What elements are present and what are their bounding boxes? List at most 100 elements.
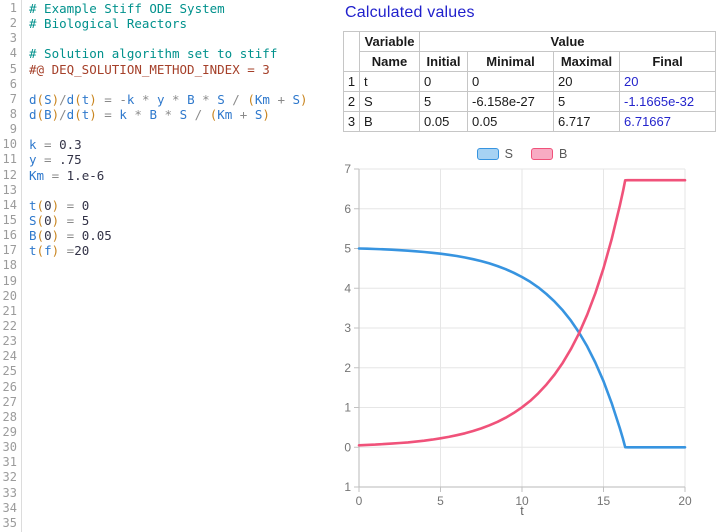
line-number: 10 (2, 137, 17, 152)
svg-text:2: 2 (344, 361, 351, 375)
code-line (29, 289, 344, 304)
line-number: 21 (2, 303, 17, 318)
code-line: k = 0.3 (29, 137, 82, 153)
svg-text:10: 10 (515, 494, 529, 508)
table-cell-ini: 5 (419, 91, 468, 112)
col-header-minimal: Minimal (467, 51, 554, 72)
line-number: 16 (2, 228, 17, 243)
line-number: 33 (2, 485, 17, 500)
table-corner-cell (343, 31, 360, 72)
table-cell-name: t (359, 71, 420, 92)
line-plot: -1 0 1 2 3 4 5 6 7 0 5 10 15 20 t (344, 162, 692, 518)
line-number: 35 (2, 515, 17, 530)
svg-text:4: 4 (344, 281, 351, 295)
line-number: 34 (2, 500, 17, 515)
table-cell-idx: 3 (343, 111, 360, 132)
table-cell-min: 0.05 (467, 111, 554, 132)
table-cell-max: 5 (553, 91, 620, 112)
table-row: 3 B 0.05 0.05 6.717 6.71667 (343, 111, 716, 132)
code-line (29, 77, 344, 92)
code-line: #@ DEQ_SOLUTION_METHOD_INDEX = 3 (29, 61, 270, 77)
svg-text:5: 5 (437, 494, 444, 508)
svg-text:-1: -1 (344, 480, 351, 494)
code-line: S(0) = 5 (29, 212, 90, 228)
series-S-swatch-icon (476, 147, 499, 160)
line-number: 30 (2, 440, 17, 455)
line-number: 29 (2, 424, 17, 439)
code-line (29, 470, 344, 485)
line-number: 5 (9, 61, 17, 76)
svg-text:7: 7 (344, 162, 351, 176)
line-number: 22 (2, 318, 17, 333)
line-number: 17 (2, 243, 17, 258)
col-header-name: Name (359, 51, 420, 72)
line-number: 31 (2, 455, 17, 470)
code-line (29, 516, 344, 531)
series-B-swatch-icon (531, 147, 553, 160)
table-row: 2 S 5 -6.158e-27 5 -1.1665e-32 (343, 91, 716, 112)
svg-text:3: 3 (344, 321, 351, 335)
code-line: t(f) =20 (29, 243, 90, 259)
code-line (29, 486, 344, 501)
code-line (29, 501, 344, 516)
col-header-maximal: Maximal (553, 51, 620, 72)
line-number: 28 (2, 409, 17, 424)
code-line (29, 410, 344, 425)
series-B-label: B (559, 146, 568, 161)
line-number: 26 (2, 379, 17, 394)
line-number: 25 (2, 364, 17, 379)
col-header-variable: Variable (359, 31, 420, 52)
line-number: 15 (2, 212, 17, 227)
table-cell-fin: -1.1665e-32 (618, 91, 716, 112)
code-line (29, 334, 344, 349)
line-number: 27 (2, 394, 17, 409)
code-line (29, 258, 344, 273)
code-line (29, 440, 344, 455)
table-cell-name: S (359, 91, 420, 112)
code-line: # Solution algorithm set to stiff (29, 46, 278, 62)
line-number: 7 (9, 91, 17, 106)
ode-results-chart: S B -1 0 1 2 3 4 5 6 7 0 5 10 15 20 t (344, 145, 716, 532)
legend-item-S[interactable]: S (476, 146, 513, 161)
table-cell-name: B (359, 111, 420, 132)
svg-text:0: 0 (344, 440, 351, 454)
table-row: 1 t 0 0 20 20 (343, 71, 716, 92)
code-line (29, 274, 344, 289)
col-header-initial: Initial (419, 51, 468, 72)
code-line (29, 304, 344, 319)
legend-item-B[interactable]: B (531, 147, 567, 161)
line-number: 8 (9, 106, 17, 121)
table-cell-min: -6.158e-27 (467, 91, 554, 112)
svg-text:1: 1 (344, 401, 351, 415)
code-line: t(0) = 0 (29, 197, 90, 213)
code-line (29, 425, 344, 440)
table-cell-min: 0 (467, 71, 554, 92)
code-line: B(0) = 0.05 (29, 228, 112, 244)
code-area[interactable]: # Example Stiff ODE System # Biological R… (23, 0, 344, 532)
line-number: 3 (9, 31, 17, 46)
code-line (29, 455, 344, 470)
chart-legend: S B (336, 145, 708, 162)
series-S-label: S (504, 146, 513, 161)
svg-text:0: 0 (356, 494, 363, 508)
code-line: # Example Stiff ODE System (29, 1, 225, 16)
code-line (29, 183, 344, 198)
line-number: 32 (2, 470, 17, 485)
code-line (29, 395, 344, 410)
svg-text:t: t (520, 504, 524, 518)
line-number: 19 (2, 273, 17, 288)
results-table: Variable Value Name Initial Minimal Maxi… (343, 31, 716, 132)
code-line: d(S)/d(t) = -k * y * B * S / (Km + S) (29, 91, 308, 107)
code-line: d(B)/d(t) = k * B * S / (Km + S) (29, 106, 270, 122)
line-number: 23 (2, 334, 17, 349)
code-line (29, 122, 344, 137)
table-cell-max: 6.717 (553, 111, 620, 132)
line-number: 2 (9, 16, 17, 31)
code-editor[interactable]: 1 2 3 4 5 6 7 8 9 10 11 12 13 14 15 16 17 18 19 20 21 22 23 24 2… (0, 0, 344, 532)
col-header-value: Value (418, 31, 716, 52)
table-cell-fin: 20 (618, 71, 716, 92)
line-number: 20 (2, 288, 17, 303)
code-line (29, 31, 344, 46)
line-number: 1 (9, 1, 17, 15)
table-cell-idx: 1 (343, 71, 360, 92)
